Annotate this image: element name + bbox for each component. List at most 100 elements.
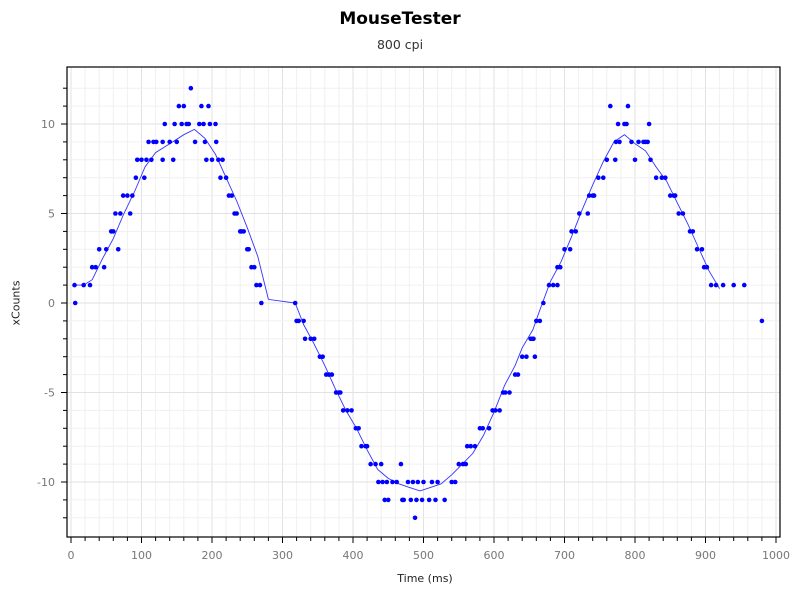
data-point	[87, 282, 93, 288]
data-point	[414, 497, 419, 503]
data-point	[741, 282, 747, 288]
data-point	[216, 157, 221, 163]
data-point	[452, 479, 458, 485]
data-point	[646, 121, 652, 127]
data-point	[111, 229, 116, 234]
data-point	[254, 282, 259, 288]
data-point	[356, 426, 361, 431]
data-point	[241, 229, 247, 234]
x-tick-label: 100	[131, 549, 152, 562]
data-point	[72, 282, 77, 288]
data-point	[480, 426, 486, 431]
x-tick-label: 200	[202, 549, 223, 562]
data-point	[555, 282, 560, 288]
data-point	[507, 390, 512, 395]
data-point	[368, 461, 373, 467]
data-point	[160, 157, 165, 163]
data-point	[209, 157, 215, 163]
data-point	[694, 247, 700, 252]
data-point	[207, 121, 213, 127]
data-point	[81, 282, 86, 288]
chart-title: MouseTester	[339, 9, 461, 29]
data-point	[345, 408, 350, 413]
data-point	[320, 354, 325, 360]
data-point	[181, 103, 187, 109]
data-point	[586, 193, 592, 198]
data-point	[419, 497, 425, 503]
data-point	[557, 264, 563, 270]
data-point	[223, 175, 229, 180]
data-point	[385, 497, 391, 503]
y-tick-label: 5	[48, 208, 55, 221]
data-point	[130, 193, 135, 198]
data-point	[648, 157, 653, 163]
data-point	[93, 264, 98, 270]
data-point	[234, 211, 239, 216]
data-point	[170, 157, 176, 163]
y-tick-label: -5	[44, 387, 55, 400]
data-point	[179, 121, 184, 127]
data-point	[502, 390, 508, 395]
data-point	[624, 121, 629, 127]
data-point	[713, 282, 719, 288]
data-point	[405, 479, 411, 485]
data-point	[101, 264, 107, 270]
data-point-series	[72, 85, 765, 521]
data-point	[585, 211, 591, 216]
data-point	[537, 318, 543, 324]
data-point	[699, 247, 705, 252]
data-point	[204, 157, 209, 163]
data-point	[524, 354, 529, 360]
data-point	[176, 103, 182, 109]
data-point	[218, 175, 223, 180]
data-point	[464, 443, 470, 449]
data-point	[202, 139, 208, 145]
data-point	[197, 121, 202, 127]
data-point	[311, 336, 317, 342]
data-point	[708, 282, 714, 288]
axis-ticks: 0 100 200 300 400 500 600 700 800 900 1000 -10 -5 0 5 1…	[37, 87, 790, 562]
data-point	[349, 408, 354, 413]
data-point	[449, 479, 455, 485]
data-point	[410, 479, 416, 485]
data-point	[421, 479, 426, 485]
data-point	[497, 408, 502, 413]
data-point	[429, 479, 435, 485]
y-tick-label: 10	[41, 118, 55, 131]
data-point	[192, 139, 198, 145]
data-point	[120, 193, 126, 198]
data-point	[89, 264, 95, 270]
data-point	[301, 318, 306, 324]
data-point	[96, 247, 102, 252]
x-tick-label: 700	[554, 549, 575, 562]
data-point	[472, 443, 478, 449]
data-point	[172, 121, 177, 127]
data-point	[426, 497, 432, 503]
data-point	[632, 157, 638, 163]
data-point	[569, 229, 574, 234]
y-tick-label: -10	[37, 476, 55, 489]
data-point	[302, 336, 308, 342]
data-point	[373, 461, 378, 467]
data-point	[676, 211, 682, 216]
data-point	[308, 336, 314, 342]
data-point	[567, 247, 573, 252]
data-point	[134, 157, 140, 163]
data-point	[174, 139, 180, 145]
data-point	[115, 247, 121, 252]
data-point	[292, 300, 298, 306]
x-tick-label: 800	[625, 549, 646, 562]
data-point	[376, 479, 381, 485]
x-tick-label: 400	[343, 549, 364, 562]
data-point	[154, 139, 159, 145]
data-point	[382, 497, 388, 503]
data-point	[133, 175, 139, 180]
data-point	[759, 318, 765, 324]
data-point	[550, 282, 556, 288]
data-point	[113, 211, 118, 216]
data-point	[456, 461, 462, 467]
data-point	[257, 282, 263, 288]
y-tick-label: 0	[48, 297, 55, 310]
data-point	[142, 175, 147, 180]
